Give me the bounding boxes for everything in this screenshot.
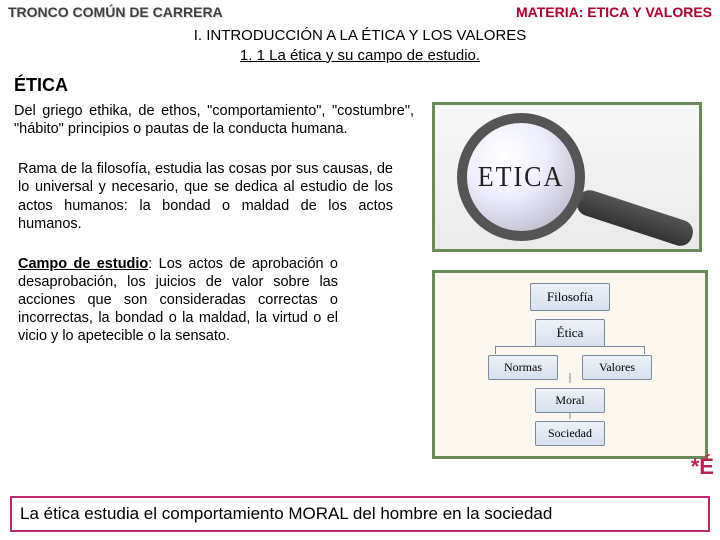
summary-footer: La ética estudia el comportamiento MORAL… — [10, 496, 710, 532]
node-sociedad: Sociedad — [535, 421, 605, 446]
diagram-row: Sociedad — [443, 421, 697, 446]
node-valores: Valores — [582, 355, 652, 380]
diagram-row: Filosofía — [443, 283, 697, 311]
hierarchy-diagram: Filosofía Ética Normas Valores Moral Soc… — [432, 270, 708, 459]
diagram-row: Moral — [443, 388, 697, 413]
title-line-1: I. INTRODUCCIÓN A LA ÉTICA Y LOS VALORES — [0, 26, 720, 46]
course-track: TRONCO COMÚN DE CARRERA — [8, 4, 223, 20]
content-area: Del griego ethika, de ethos, "comportami… — [0, 102, 720, 459]
magnifier-lens: ETICA — [457, 113, 585, 241]
image-column: ETICA Filosofía Ética Normas Valores Mor… — [418, 102, 712, 459]
magnifier-image: ETICA — [432, 102, 702, 252]
lens-word: ETICA — [478, 161, 565, 194]
node-filosofia: Filosofía — [530, 283, 610, 311]
node-normas: Normas — [488, 355, 558, 380]
title-line-2: 1. 1 La ética y su campo de estudio. — [0, 46, 720, 66]
magnifier-handle — [574, 187, 696, 249]
diagram-row: Ética — [443, 319, 697, 347]
field-label: Campo de estudio — [18, 256, 148, 272]
field-paragraph: Campo de estudio: Los actos de aprobació… — [18, 255, 338, 346]
definition-paragraph: Del griego ethika, de ethos, "comportami… — [14, 102, 414, 138]
section-heading: ÉTICA — [14, 75, 720, 96]
annotation-mark: *É — [691, 454, 714, 480]
branch-paragraph: Rama de la filosofía, estudia las cosas … — [18, 160, 393, 233]
node-etica: Ética — [535, 319, 605, 347]
subject-label: MATERIA: ETICA Y VALORES — [516, 4, 712, 20]
slide-header: TRONCO COMÚN DE CARRERA MATERIA: ETICA Y… — [0, 0, 720, 22]
diagram-row: Normas Valores — [443, 355, 697, 380]
node-moral: Moral — [535, 388, 605, 413]
text-column: Del griego ethika, de ethos, "comportami… — [8, 102, 418, 459]
title-block: I. INTRODUCCIÓN A LA ÉTICA Y LOS VALORES… — [0, 26, 720, 65]
